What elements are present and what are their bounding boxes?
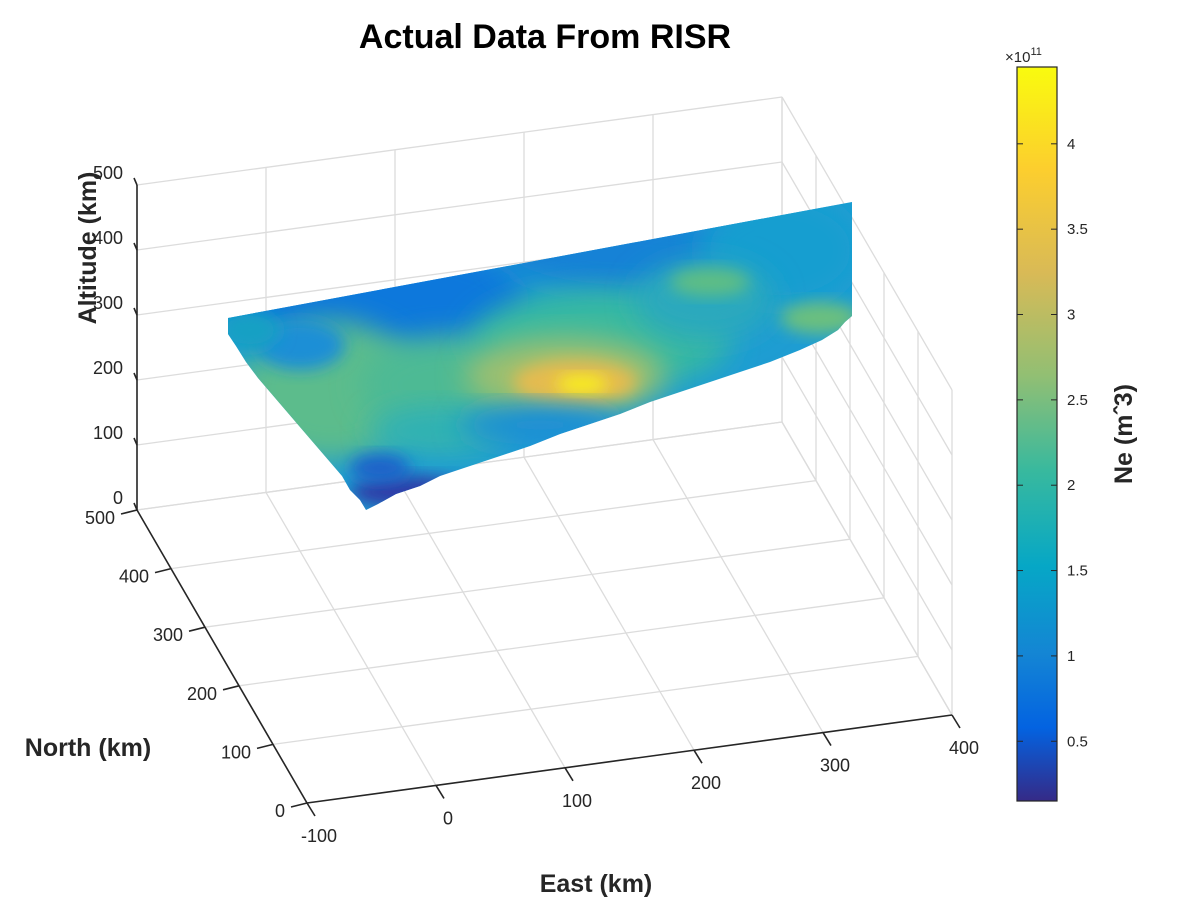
- east-tick-label: 0: [443, 808, 453, 828]
- grid-line: [204, 538, 851, 628]
- y-axis-label: North (km): [25, 734, 151, 762]
- colorbar-tick-label: 4: [1067, 136, 1075, 153]
- colorbar-tick-label: 2: [1067, 477, 1075, 494]
- x-tick-mark: [951, 714, 961, 729]
- north-tick-label: 300: [153, 625, 183, 645]
- colorbar: 0.5 1 1.5 2 2.5 3 3.5 4 ×1011 Ne (mˆ3): [1005, 46, 1138, 802]
- colorbar-tick-label: 2.5: [1067, 392, 1088, 409]
- x-tick-mark: [435, 784, 445, 799]
- x-tick-mark: [564, 767, 574, 782]
- z-tick-mark: [133, 437, 138, 446]
- grid-line: [136, 161, 783, 251]
- z-axis-label: Altitude (km): [74, 172, 102, 325]
- north-tick-label: 500: [85, 508, 115, 528]
- altitude-tick-labels: 0 100 200 300 400 500: [93, 163, 123, 508]
- altitude-tick-label: 300: [93, 293, 123, 313]
- grid-line: [265, 492, 437, 786]
- colorbar-exponent-base: ×10: [1005, 49, 1030, 66]
- altitude-tick-label: 0: [113, 488, 123, 508]
- x-tick-mark: [822, 732, 832, 747]
- y-axis-line: [136, 509, 308, 804]
- ne-field-blob: [556, 375, 608, 393]
- east-tick-label: 100: [562, 791, 592, 811]
- grid-line: [781, 96, 953, 391]
- grid-line: [523, 456, 695, 751]
- ne-field-blob: [228, 310, 280, 350]
- y-tick-mark: [290, 802, 308, 808]
- colorbar-ticks: 0.5 1 1.5 2 2.5 3 3.5 4: [1017, 136, 1088, 750]
- axes: [120, 177, 961, 817]
- z-tick-mark: [133, 502, 138, 511]
- east-tick-labels: -100 0 100 200 300 400: [301, 738, 979, 846]
- colorbar-tick-label: 0.5: [1067, 733, 1088, 750]
- ne-field-blob: [670, 268, 750, 296]
- grid-lines: [136, 96, 953, 804]
- north-tick-label: 0: [275, 801, 285, 821]
- colorbar-label: Ne (mˆ3): [1110, 384, 1138, 484]
- north-tick-label: 400: [119, 567, 149, 587]
- ne-field-blob: [460, 405, 620, 445]
- ne-field-blob: [350, 454, 410, 482]
- colorbar-exponent: ×1011: [1005, 46, 1042, 66]
- altitude-tick-label: 400: [93, 228, 123, 248]
- north-tick-label: 100: [221, 742, 251, 762]
- surface-slice: [228, 202, 852, 510]
- chart-title: Actual Data From RISR: [359, 18, 731, 56]
- y-tick-mark: [256, 743, 274, 750]
- grid-line: [170, 479, 817, 570]
- grid-line: [272, 655, 919, 746]
- z-tick-mark: [133, 307, 138, 316]
- y-tick-mark: [188, 626, 206, 632]
- y-tick-mark: [154, 567, 172, 574]
- grid-line: [652, 439, 824, 733]
- altitude-tick-label: 500: [93, 163, 123, 183]
- east-tick-label: 300: [820, 756, 850, 776]
- z-tick-mark: [133, 242, 138, 251]
- grid-line: [238, 597, 885, 687]
- colorbar-tick-label: 3.5: [1067, 221, 1088, 238]
- grid-line: [781, 421, 953, 716]
- east-tick-label: 400: [949, 738, 979, 758]
- x-axis-line: [306, 714, 953, 804]
- x-tick-mark: [693, 749, 703, 764]
- x-axis-label: East (km): [540, 870, 653, 898]
- east-tick-label: -100: [301, 826, 337, 846]
- grid-line: [781, 356, 953, 651]
- north-tick-label: 200: [187, 684, 217, 704]
- north-tick-labels: 0 100 200 300 400 500: [85, 508, 285, 821]
- altitude-tick-label: 200: [93, 358, 123, 378]
- z-tick-mark: [133, 177, 138, 186]
- y-tick-mark: [222, 685, 240, 691]
- y-tick-mark: [120, 509, 138, 515]
- grid-line: [394, 474, 566, 769]
- colorbar-tick-label: 1: [1067, 648, 1075, 665]
- colorbar-exponent-power: 11: [1030, 46, 1041, 58]
- east-tick-label: 200: [691, 773, 721, 793]
- grid-line: [136, 96, 783, 186]
- altitude-tick-label: 100: [93, 423, 123, 443]
- ne-field-blob: [780, 302, 852, 334]
- x-tick-mark: [306, 802, 316, 817]
- colorbar-tick-label: 1.5: [1067, 563, 1088, 580]
- z-tick-mark: [133, 372, 138, 381]
- colorbar-tick-label: 3: [1067, 307, 1075, 324]
- colorbar-gradient: [1016, 66, 1058, 802]
